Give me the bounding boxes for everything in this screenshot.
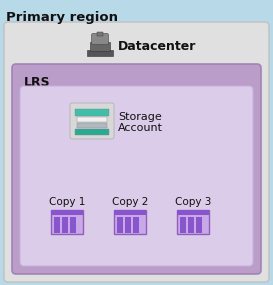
Bar bbox=[180, 217, 186, 233]
Bar bbox=[77, 123, 107, 128]
Bar bbox=[77, 117, 107, 122]
Bar bbox=[125, 217, 131, 233]
Bar bbox=[133, 217, 139, 233]
Bar bbox=[117, 217, 123, 233]
Bar bbox=[75, 109, 109, 116]
Text: Primary region: Primary region bbox=[6, 11, 118, 24]
FancyBboxPatch shape bbox=[87, 50, 113, 56]
Bar bbox=[70, 217, 76, 233]
FancyBboxPatch shape bbox=[12, 64, 261, 274]
FancyBboxPatch shape bbox=[20, 86, 253, 266]
Text: LRS: LRS bbox=[24, 76, 51, 89]
FancyBboxPatch shape bbox=[114, 210, 146, 234]
Bar bbox=[51, 210, 83, 215]
Bar bbox=[62, 217, 68, 233]
Text: Storage: Storage bbox=[118, 112, 162, 122]
Bar bbox=[177, 210, 209, 215]
Bar bbox=[196, 217, 202, 233]
FancyBboxPatch shape bbox=[51, 210, 83, 234]
FancyBboxPatch shape bbox=[4, 22, 269, 282]
Text: Copy 2: Copy 2 bbox=[112, 197, 148, 207]
Text: Account: Account bbox=[118, 123, 163, 133]
Text: Datacenter: Datacenter bbox=[118, 40, 196, 52]
FancyBboxPatch shape bbox=[90, 42, 110, 51]
Bar bbox=[75, 129, 109, 135]
FancyBboxPatch shape bbox=[91, 34, 108, 44]
FancyBboxPatch shape bbox=[70, 103, 114, 139]
FancyBboxPatch shape bbox=[177, 210, 209, 234]
Bar bbox=[188, 217, 194, 233]
Text: Copy 3: Copy 3 bbox=[175, 197, 211, 207]
Bar bbox=[114, 210, 146, 215]
Text: Copy 1: Copy 1 bbox=[49, 197, 85, 207]
FancyBboxPatch shape bbox=[97, 32, 103, 36]
Bar bbox=[54, 217, 60, 233]
